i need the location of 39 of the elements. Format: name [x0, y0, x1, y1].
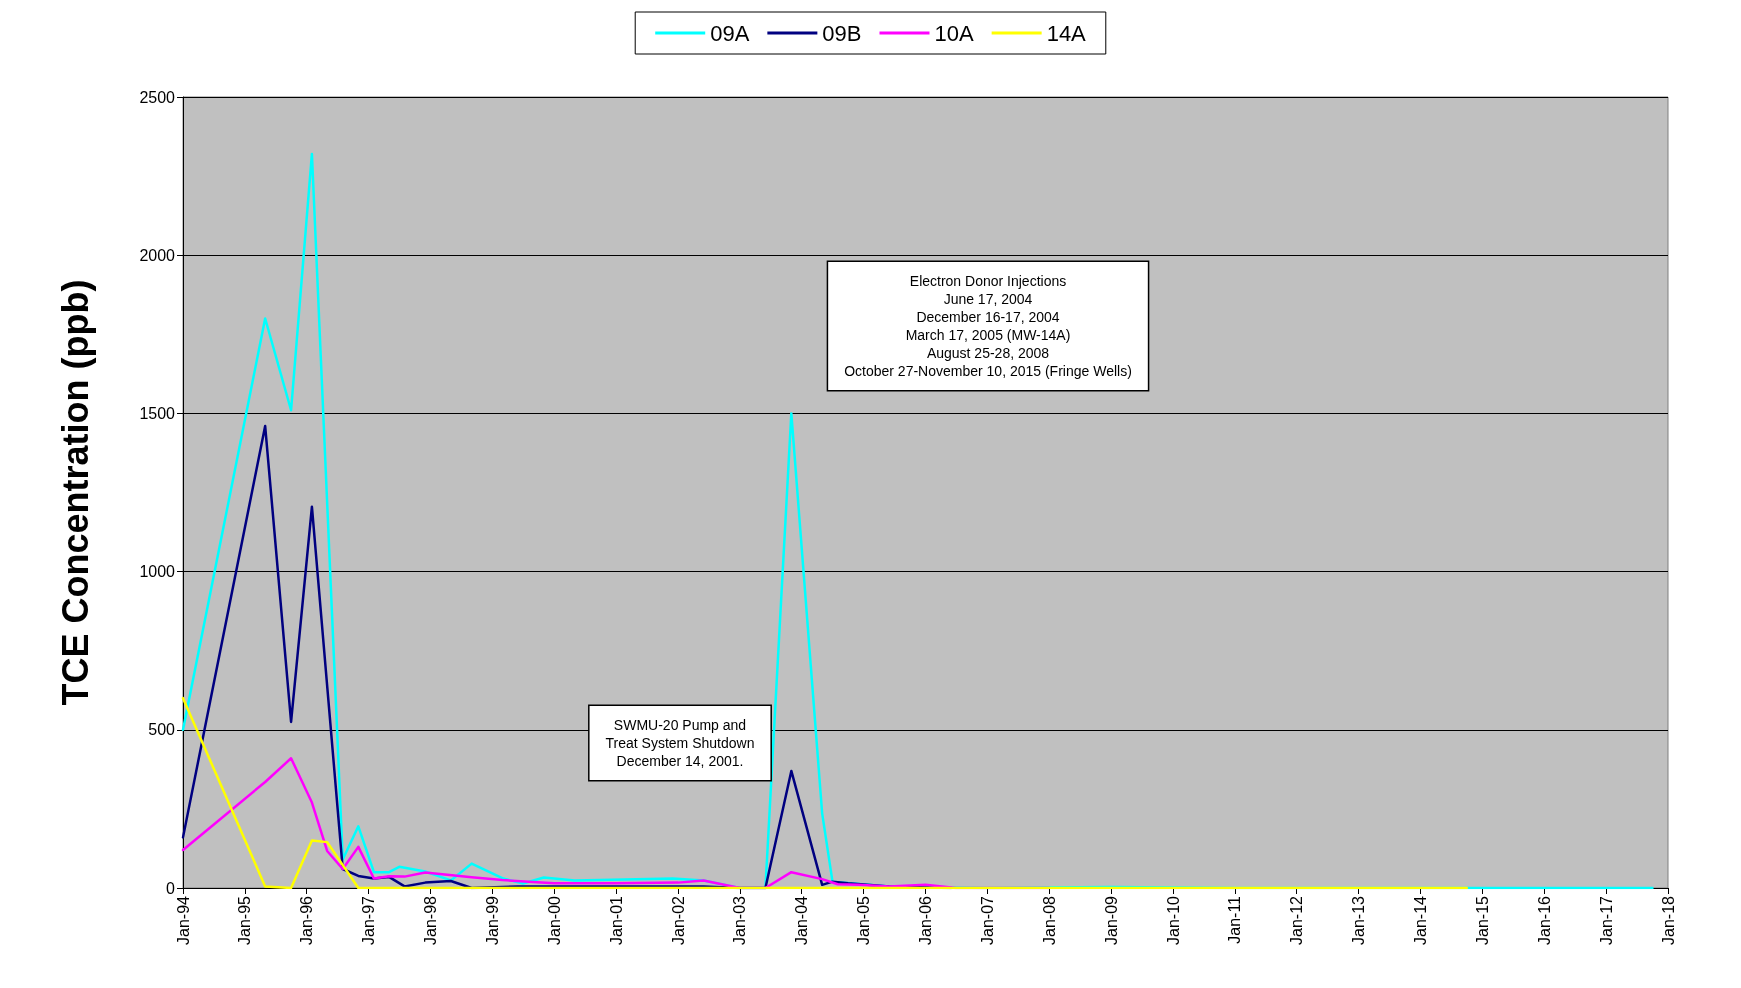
x-tick-label: Jan-13 [1350, 895, 1368, 945]
annotation: Electron Donor Injections June 17, 2004 December 16-17, 2004 March 17, 2005 (MW-14A) August 25-28, 2008 October 27-November 10, 2015 (Fringe Wells) [844, 273, 1132, 379]
y-tick-label: 1000 [139, 563, 176, 581]
x-tick-label: Jan-15 [1473, 895, 1491, 945]
x-tick-label: Jan-98 [422, 895, 439, 945]
x-tick-label: Jan-94 [174, 895, 192, 945]
x-tick-label: Jan-07 [978, 895, 996, 945]
x-tick-label: Jan-09 [1102, 895, 1120, 945]
x-tick-label: Jan-18 [1659, 895, 1677, 945]
x-tick-label: Jan-95 [236, 895, 254, 945]
x-tick-label: Jan-04 [793, 895, 811, 945]
y-tick-label: 0 [166, 879, 176, 897]
x-tick-label: Jan-05 [855, 895, 873, 945]
x-tick-label: Jan-03 [731, 895, 749, 945]
legend-label: 14A [1046, 20, 1087, 46]
x-tick-label: Jan-06 [917, 895, 934, 945]
x-tick-label: Jan-02 [669, 895, 687, 945]
legend-label: 09A [710, 20, 750, 46]
legend-label: 10A [934, 20, 974, 46]
y-tick-label: 2500 [139, 88, 176, 106]
y-tick-label: 1500 [139, 404, 176, 422]
x-tick-label: Jan-11 [1226, 895, 1244, 944]
x-tick-label: Jan-01 [607, 895, 625, 945]
legend-label: 09B [822, 20, 862, 46]
line-series [181, 696, 1468, 890]
x-tick-label: Jan-08 [1040, 895, 1058, 945]
x-tick-label: Jan-99 [483, 895, 501, 945]
annotation: SWMU-20 Pump and Treat System Shutdown December 14, 2001. [605, 717, 755, 769]
y-axis-title: TCE Concentration (ppb) [54, 279, 96, 706]
x-tick-label: Jan-14 [1412, 895, 1429, 945]
x-tick-label: Jan-16 [1535, 895, 1553, 945]
x-tick-label: Jan-96 [298, 895, 316, 945]
x-tick-label: Jan-10 [1164, 895, 1182, 945]
x-tick-label: Jan-12 [1288, 895, 1306, 945]
x-tick-label: Jan-00 [545, 895, 563, 945]
y-tick-label: 2000 [139, 246, 176, 264]
y-tick-label: 500 [148, 721, 176, 739]
x-tick-label: Jan-97 [360, 895, 378, 945]
x-tick-label: Jan-17 [1597, 895, 1615, 945]
